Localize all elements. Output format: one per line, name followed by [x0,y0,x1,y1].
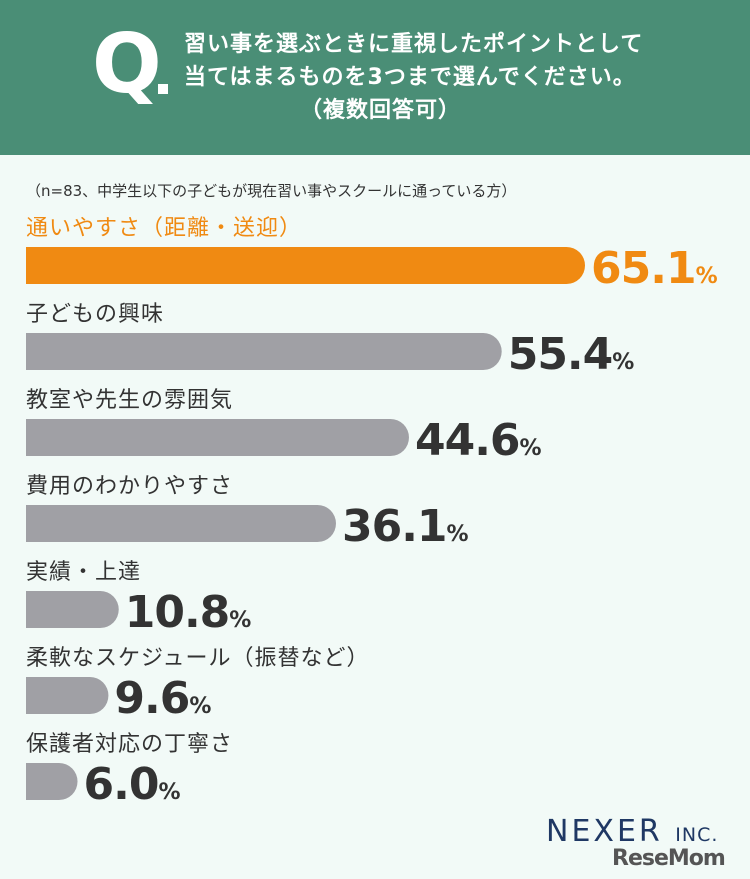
value-unit: % [612,350,634,375]
sample-note: （n=83、中学生以下の子どもが現在習い事やスクールに通っている方） [26,182,517,200]
value-label: 55.4% [508,329,635,380]
value-unit: % [520,436,542,461]
value-label: 6.0% [84,759,181,810]
value-number: 55.4 [508,329,613,380]
bar [26,505,336,542]
value-number: 44.6 [415,415,520,466]
value-number: 6.0 [84,759,159,810]
value-unit: % [189,694,211,719]
category-label: 費用のわかりやすさ [26,474,233,499]
bar [26,763,78,800]
value-unit: % [447,522,469,547]
value-label: 9.6% [114,673,211,724]
value-unit: % [229,608,251,633]
bar [26,247,585,284]
value-label: 10.8% [125,587,252,638]
category-label: 柔軟なスケジュール（振替など） [26,646,369,671]
q-dot [158,84,168,94]
bar [26,333,502,370]
nexer-logo: NEXER INC. [546,814,718,849]
nexer-logo-suffix: INC. [675,824,719,846]
category-label: 保護者対応の丁寧さ [26,732,233,757]
category-label: 教室や先生の雰囲気 [26,388,233,413]
question-line-3: （複数回答可） [300,98,462,123]
question-line-1: 習い事を選ぶときに重視したポイントとして [184,32,644,57]
bar [26,677,109,714]
value-number: 36.1 [342,501,447,552]
resemom-logo: ReseMom [612,846,726,871]
question-text: 習い事を選ぶときに重視したポイントとして 当てはまるものを3つまで選んでください… [184,28,684,127]
bar-chart: 通いやすさ（距離・送迎） 65.1% 子どもの興味 55.4% 教室や先生の雰囲気 44.… [26,216,718,810]
value-label: 44.6% [415,415,542,466]
question-line-2: 当てはまるものを3つまで選んでください。 [184,65,636,90]
category-label: 実績・上達 [26,560,141,585]
category-label: 子どもの興味 [26,302,164,327]
nexer-logo-text: NEXER [546,814,663,849]
value-label: 65.1% [591,243,718,294]
value-unit: % [158,780,180,805]
value-number: 9.6 [114,673,189,724]
value-unit: % [696,264,718,289]
value-label: 36.1% [342,501,469,552]
bar [26,591,119,628]
value-number: 65.1 [591,243,696,294]
value-number: 10.8 [125,587,230,638]
category-label: 通いやすさ（距離・送迎） [26,216,302,241]
q-mark: Q [92,17,162,112]
question-header: Q 習い事を選ぶときに重視したポイントとして 当てはまるものを3つまで選んでくだ… [0,0,750,155]
bar [26,419,409,456]
